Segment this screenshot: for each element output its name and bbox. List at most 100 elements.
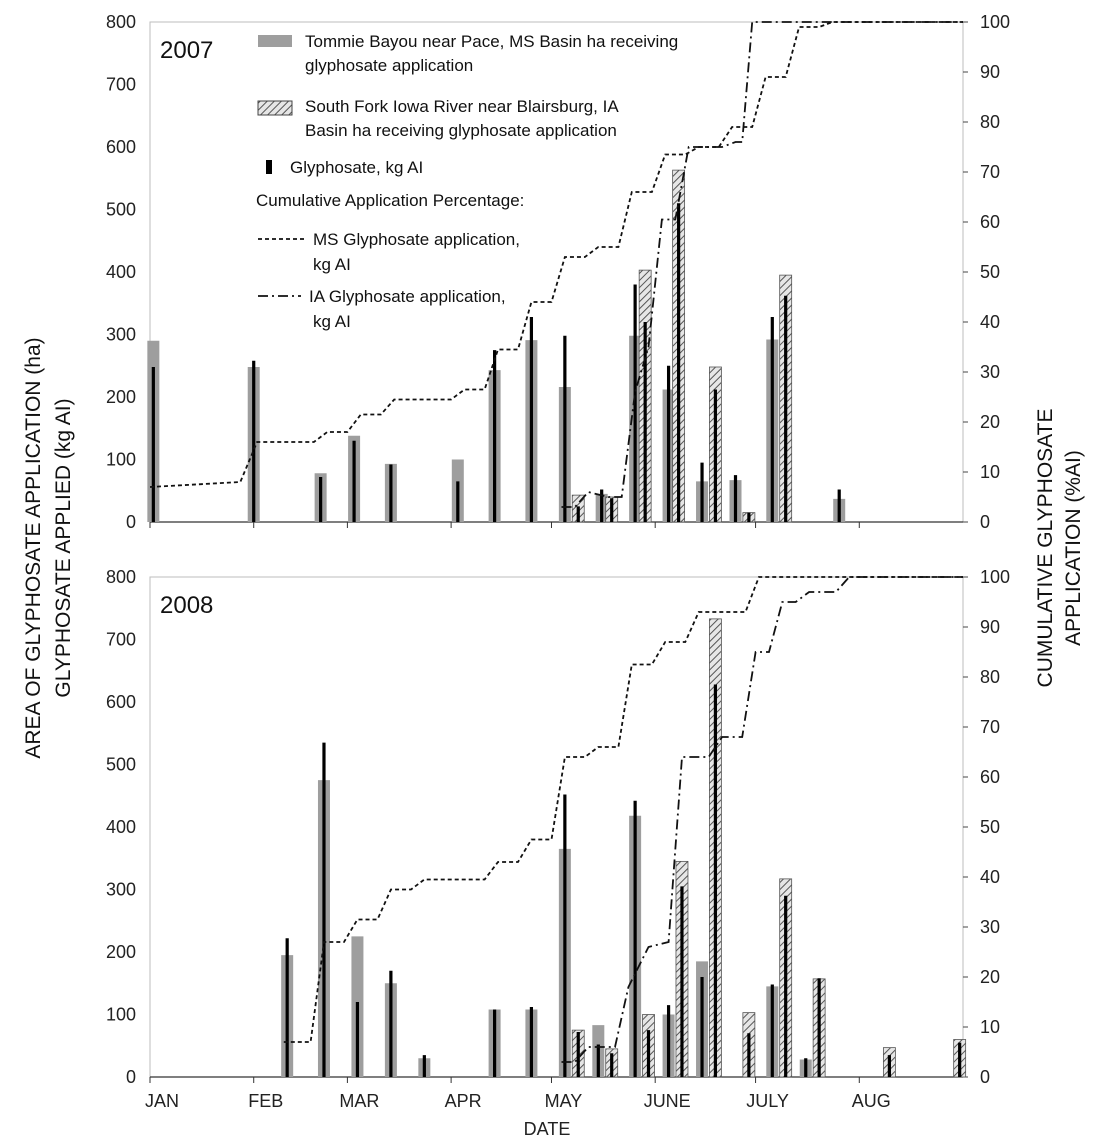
glyphosate-bar bbox=[596, 1044, 600, 1077]
y-tick-right-label: 20 bbox=[980, 412, 1000, 432]
y-tick-right-label: 90 bbox=[980, 62, 1000, 82]
y-tick-left-label: 800 bbox=[106, 567, 136, 587]
glyphosate-bar bbox=[677, 203, 681, 522]
x-tick-label: JULY bbox=[746, 1091, 789, 1111]
legend-glyphosate-swatch bbox=[266, 160, 272, 174]
legend-ms-bar-swatch bbox=[258, 35, 292, 47]
glyphosate-bar bbox=[563, 794, 567, 1077]
glyphosate-bar bbox=[643, 322, 647, 522]
legend-ms-line-label-2: kg AI bbox=[313, 255, 351, 274]
glyphosate-bar bbox=[700, 462, 704, 522]
y-tick-right-label: 80 bbox=[980, 112, 1000, 132]
glyphosate-bar bbox=[389, 464, 393, 522]
glyphosate-bar bbox=[252, 360, 256, 522]
y-tick-left-label: 100 bbox=[106, 450, 136, 470]
year-label: 2007 bbox=[160, 37, 213, 64]
glyphosate-bar bbox=[151, 367, 155, 522]
y-tick-right-label: 60 bbox=[980, 767, 1000, 787]
year-label: 2008 bbox=[160, 592, 213, 619]
y-tick-left-label: 100 bbox=[106, 1005, 136, 1025]
glyphosate-bar bbox=[352, 440, 356, 522]
glyphosate-bar bbox=[600, 489, 604, 522]
y-tick-left-label: 500 bbox=[106, 200, 136, 220]
legend-ms-bar-label-1: Tommie Bayou near Pace, MS Basin ha rece… bbox=[305, 32, 678, 51]
glyphosate-bar bbox=[422, 1055, 426, 1077]
y-axis-title-right-line2: APPLICATION (%AI) bbox=[1062, 450, 1085, 646]
legend: Tommie Bayou near Pace, MS Basin ha rece… bbox=[256, 32, 678, 331]
y-tick-left-label: 500 bbox=[106, 755, 136, 775]
glyphosate-bar bbox=[747, 1033, 751, 1077]
glyphosate-bar bbox=[576, 506, 580, 522]
glyphosate-bar bbox=[529, 317, 534, 522]
glyphosate-bar bbox=[733, 475, 738, 522]
x-tick-label: JUNE bbox=[644, 1091, 691, 1111]
plot-frame bbox=[149, 576, 964, 1078]
x-tick-label: AUG bbox=[852, 1091, 891, 1111]
glyphosate-bar bbox=[610, 498, 614, 522]
y-tick-left-label: 200 bbox=[106, 387, 136, 407]
glyphosate-bar bbox=[713, 389, 718, 522]
legend-ia-bar-label-1: South Fork Iowa River near Blairsburg, I… bbox=[305, 97, 619, 116]
y-tick-left-label: 300 bbox=[106, 325, 136, 345]
glyphosate-bar bbox=[666, 365, 671, 522]
glyphosate-bar bbox=[529, 1007, 534, 1077]
y-tick-left-label: 300 bbox=[106, 880, 136, 900]
y-tick-right-label: 70 bbox=[980, 717, 1000, 737]
y-tick-left-label: 700 bbox=[106, 630, 136, 650]
y-tick-left-label: 800 bbox=[106, 12, 136, 32]
glyphosate-bar bbox=[493, 1009, 497, 1077]
y-tick-right-label: 80 bbox=[980, 667, 1000, 687]
glyphosate-bar bbox=[633, 284, 637, 522]
y-tick-left-label: 0 bbox=[126, 512, 136, 532]
y-tick-right-label: 0 bbox=[980, 512, 990, 532]
legend-cumulative-title: Cumulative Application Percentage: bbox=[256, 191, 524, 210]
y-tick-right-label: 40 bbox=[980, 867, 1000, 887]
x-tick-label: FEB bbox=[248, 1091, 283, 1111]
panel-2007: 0 100 200 300 400 500 600 700 800 0 10 20 30 40 50 60 70… bbox=[106, 12, 1010, 532]
glyphosate-bar bbox=[784, 895, 788, 1077]
x-axis-title: DATE bbox=[524, 1119, 571, 1139]
panel-2008: 0 100 200 300 400 500 600 700 800 0 10 20 30 40 50 60 70… bbox=[106, 567, 1010, 1111]
glyphosate-bar bbox=[355, 1002, 360, 1077]
y-tick-left-label: 0 bbox=[126, 1067, 136, 1087]
glyphosate-bar bbox=[633, 800, 637, 1077]
legend-ia-line-label-1: IA Glyphosate application, bbox=[309, 287, 506, 306]
glyphosate-bar bbox=[285, 938, 289, 1077]
glyphosate-bar bbox=[770, 984, 774, 1077]
y-tick-right-label: 40 bbox=[980, 312, 1000, 332]
legend-ms-bar-label-2: glyphosate application bbox=[305, 56, 473, 75]
y-axis-title-left-line1: AREA OF GLYPHOSATE APPLICATION (ha) bbox=[22, 337, 45, 758]
y-tick-left-label: 600 bbox=[106, 692, 136, 712]
legend-ia-line-label-2: kg AI bbox=[313, 312, 351, 331]
glyphosate-bar bbox=[576, 1032, 580, 1077]
glyphosate-bar bbox=[319, 477, 323, 522]
glyphosate-bar bbox=[563, 335, 567, 522]
glyphosate-bar bbox=[713, 684, 718, 1077]
y-axis-title-right-line1: CUMULATIVE GLYPHOSATE bbox=[1034, 409, 1057, 688]
x-tick-label: MAR bbox=[339, 1091, 379, 1111]
y-tick-left-label: 400 bbox=[106, 262, 136, 282]
glyphosate-bar bbox=[747, 512, 751, 522]
ms-cumulative-line bbox=[283, 576, 963, 1043]
y-tick-right-label: 70 bbox=[980, 162, 1000, 182]
ia-cumulative-line bbox=[561, 21, 963, 508]
x-tick-label: MAY bbox=[545, 1091, 583, 1111]
glyphosate-bar bbox=[322, 742, 326, 1077]
y-tick-right-label: 30 bbox=[980, 362, 1000, 382]
y-tick-right-label: 10 bbox=[980, 1017, 1000, 1037]
y-tick-right-label: 50 bbox=[980, 262, 1000, 282]
x-tick-label: APR bbox=[445, 1091, 482, 1111]
y-tick-right-label: 30 bbox=[980, 917, 1000, 937]
legend-ia-bar-label-2: Basin ha receiving glyphosate applicatio… bbox=[305, 121, 617, 140]
y-tick-right-label: 50 bbox=[980, 817, 1000, 837]
y-tick-left-label: 600 bbox=[106, 137, 136, 157]
glyphosate-bar bbox=[804, 1058, 808, 1077]
ms-cumulative-line bbox=[149, 21, 963, 488]
glyphosate-bar bbox=[666, 1005, 671, 1077]
glyphosate-bar bbox=[770, 317, 774, 522]
glyphosate-bar bbox=[389, 970, 393, 1077]
y-tick-right-label: 100 bbox=[980, 12, 1010, 32]
glyphosate-bar bbox=[610, 1053, 614, 1077]
y-axis-title-left-line2: GLYPHOSATE APPLIED (kg AI) bbox=[52, 398, 75, 697]
